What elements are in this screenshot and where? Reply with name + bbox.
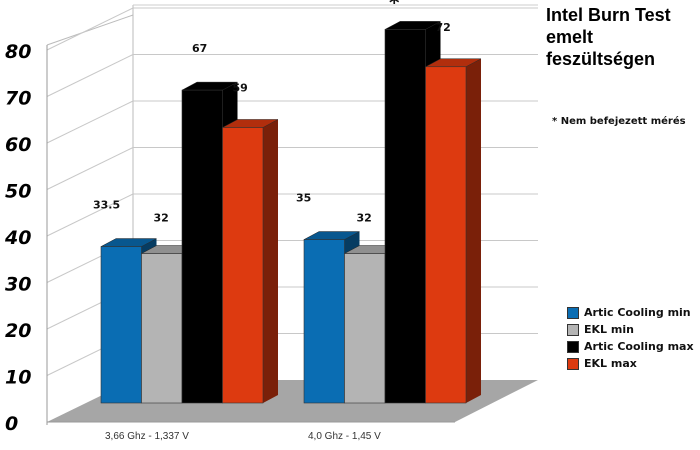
data-label: 33.5 [93, 199, 120, 212]
chart-note: * Nem befejezett mérés [552, 116, 686, 127]
side-gridline [46, 147, 134, 190]
bar [100, 246, 142, 404]
data-label: 35 [296, 192, 311, 205]
legend-item: Artic Cooling max [567, 338, 694, 355]
x-tick-label: 3,66 Ghz - 1,337 V [105, 431, 189, 442]
legend: Artic Cooling min EKL min Artic Cooling … [567, 304, 694, 372]
y-tick-label: 70 [5, 88, 31, 110]
bar [222, 127, 264, 404]
data-label: 59 [233, 81, 248, 94]
legend-label: EKL min [584, 323, 634, 336]
x-tick-label: 4,0 Ghz - 1,45 V [308, 431, 381, 442]
y-tick-label: 80 [5, 41, 31, 63]
data-label: * [389, 0, 400, 14]
bar [384, 29, 426, 404]
legend-label: EKL max [584, 357, 637, 370]
legend-swatch [567, 306, 579, 319]
chart-title: Intel Burn Test emelt feszültségen [546, 5, 671, 69]
data-label: 32 [357, 212, 372, 225]
y-tick-label: 20 [5, 320, 31, 342]
bar [425, 66, 467, 404]
legend-item: EKL max [567, 355, 694, 372]
side-gridline [46, 54, 134, 97]
side-wall-top [46, 14, 134, 46]
bar [141, 253, 183, 404]
y-tick-label: 0 [5, 413, 18, 435]
legend-label: Artic Cooling max [584, 340, 694, 353]
data-label: 72 [436, 21, 451, 34]
data-label: 32 [154, 212, 169, 225]
legend-label: Artic Cooling min [584, 306, 691, 319]
y-tick-label: 60 [5, 134, 31, 156]
y-tick-label: 10 [5, 367, 31, 389]
bar-side [466, 58, 481, 403]
bar [303, 239, 345, 404]
legend-swatch [567, 323, 579, 336]
legend-item: Artic Cooling min [567, 304, 694, 321]
y-tick-label: 40 [4, 227, 31, 249]
legend-swatch [567, 357, 579, 370]
legend-swatch [567, 340, 579, 353]
y-tick-label: 30 [5, 274, 31, 296]
bar-side [263, 119, 278, 403]
side-gridline [46, 7, 134, 51]
bar [181, 89, 223, 404]
bar [344, 253, 386, 404]
side-gridline [46, 193, 134, 237]
data-label: 67 [192, 42, 207, 55]
side-gridline [46, 100, 134, 144]
legend-item: EKL min [567, 321, 694, 338]
y-tick-label: 50 [5, 181, 31, 203]
